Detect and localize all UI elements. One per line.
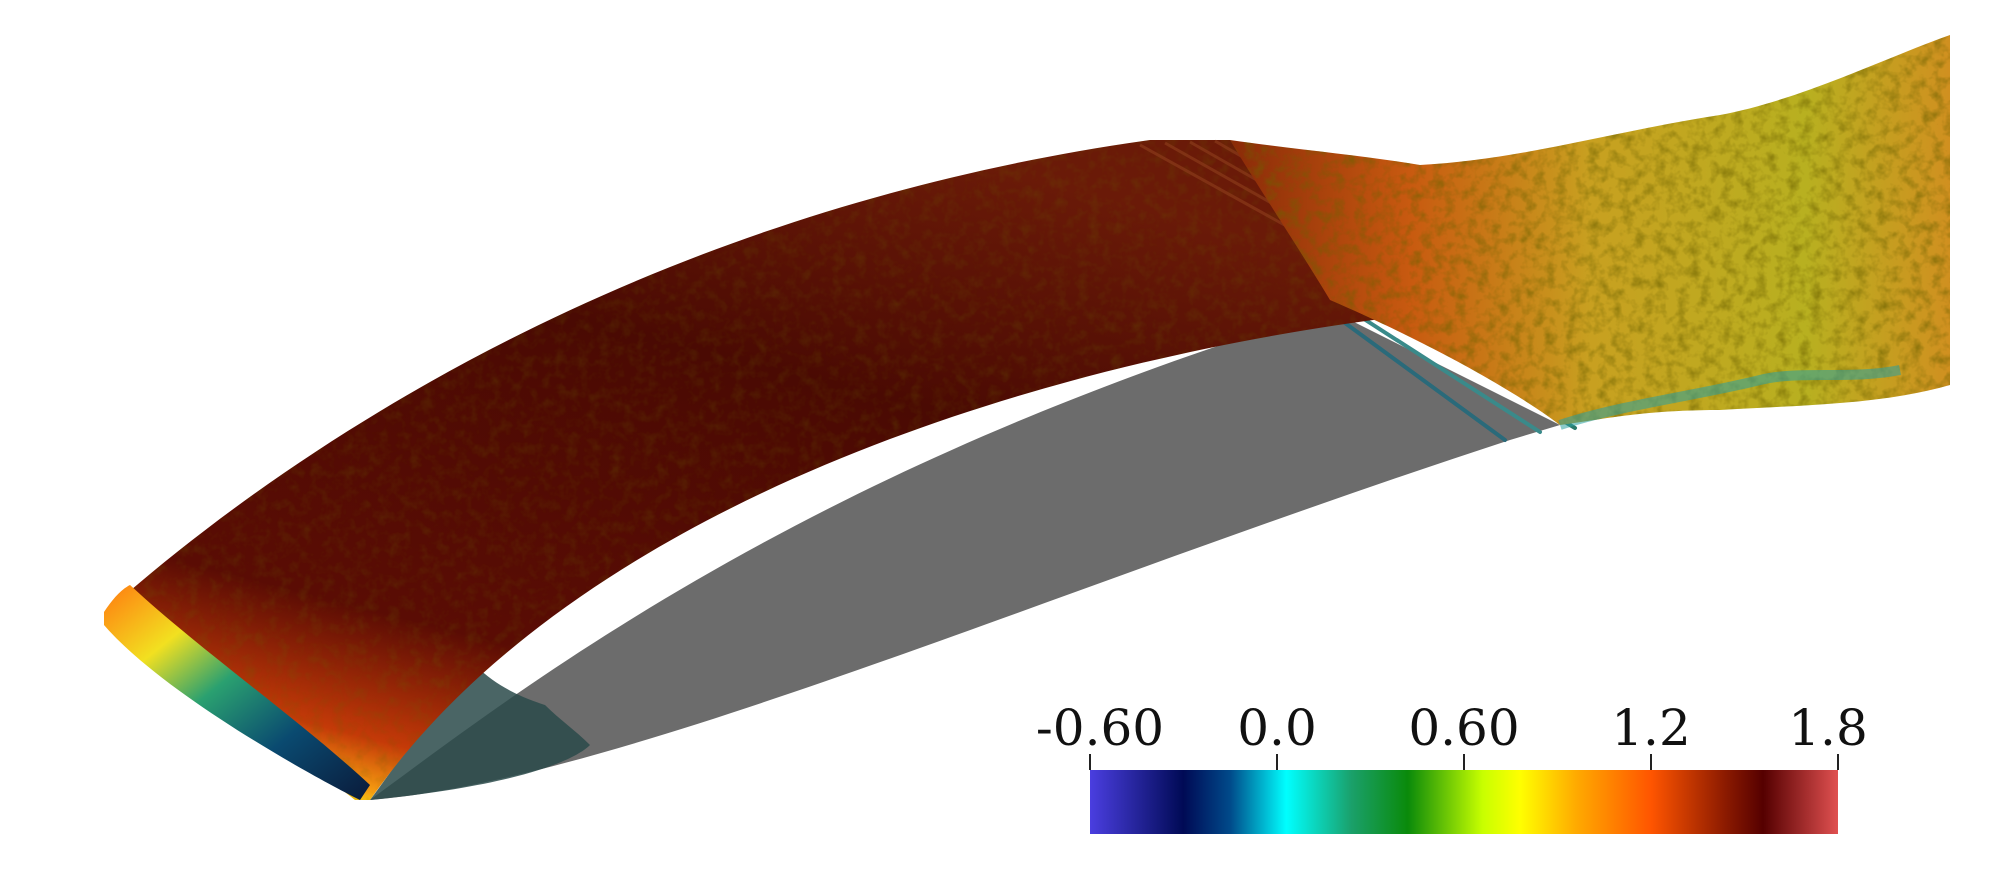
leading-edge-band bbox=[104, 585, 370, 800]
lower-surface-transition-pattern bbox=[370, 665, 590, 800]
colorbar-ticks bbox=[1089, 754, 1839, 770]
airfoil-lower-surface bbox=[370, 310, 1560, 800]
colorbar-gradient bbox=[1090, 770, 1838, 834]
wake-lower-fringe bbox=[1558, 365, 1901, 430]
tick-label-2: 0.60 bbox=[1408, 699, 1520, 757]
tick-label-1: 0.0 bbox=[1237, 699, 1317, 757]
tick-label-0: -0.60 bbox=[1035, 699, 1165, 757]
tick-label-4: 1.8 bbox=[1788, 699, 1868, 757]
tick-label-3: 1.2 bbox=[1611, 699, 1691, 757]
